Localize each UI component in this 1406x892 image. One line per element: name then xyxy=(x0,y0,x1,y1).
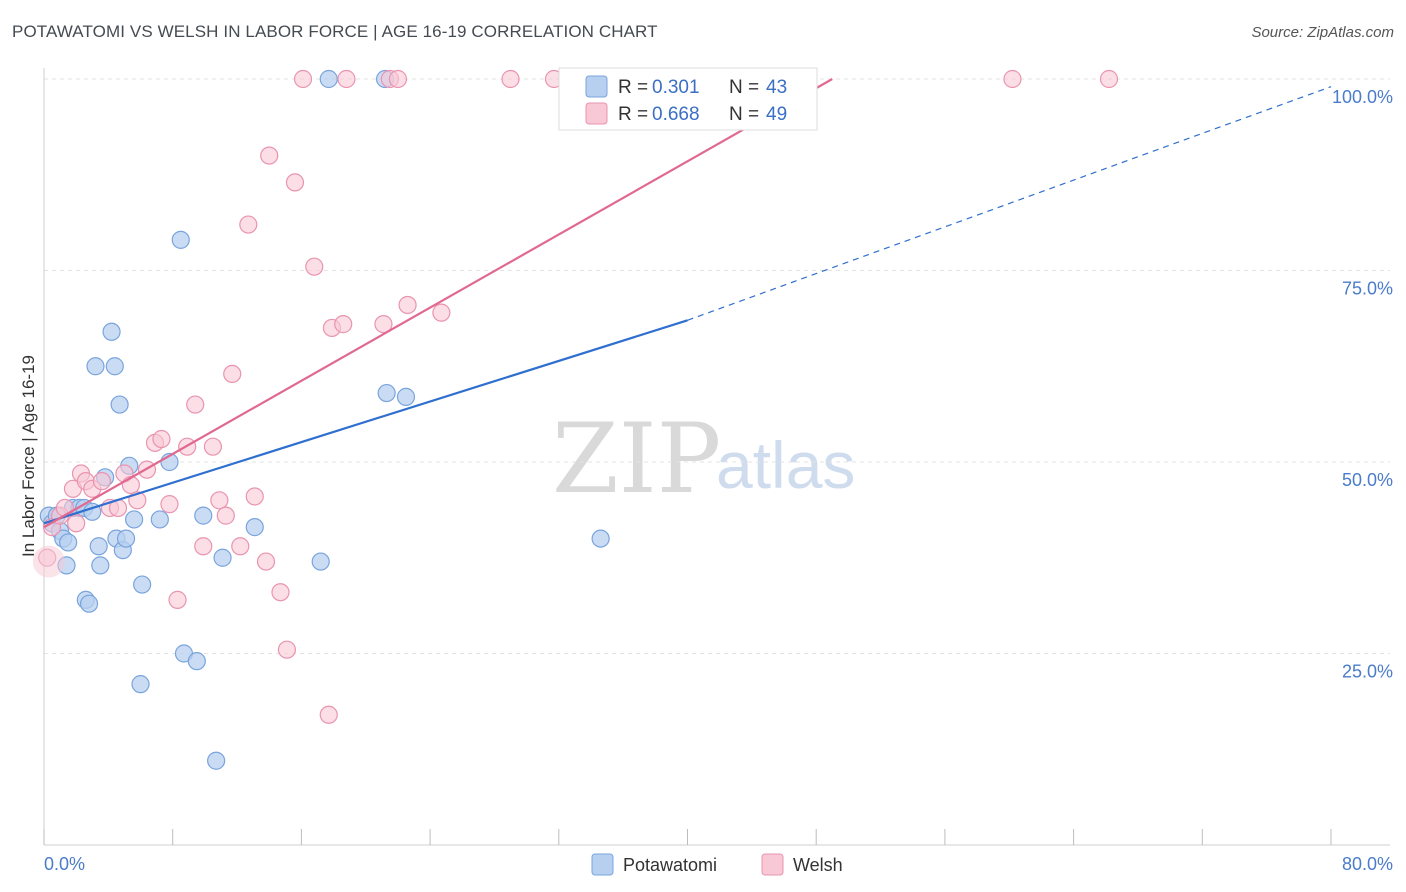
legend-r-label-potawatomi: R = xyxy=(618,77,648,98)
welsh-point xyxy=(210,491,229,510)
welsh-point xyxy=(337,69,356,89)
welsh-point xyxy=(203,437,223,456)
welsh-point xyxy=(501,69,520,89)
potawatomi-point xyxy=(171,230,190,249)
legend-r-value-potawatomi: 0.301 xyxy=(652,77,700,98)
welsh-point xyxy=(334,315,353,334)
y-tick-label: 50.0% xyxy=(1342,470,1393,490)
bottom-legend-swatch-potawatomi xyxy=(591,853,614,876)
welsh-point-cluster xyxy=(32,545,65,578)
potawatomi-point xyxy=(591,529,610,548)
welsh-point xyxy=(260,146,279,165)
legend-n-value-welsh: 49 xyxy=(766,104,787,125)
welsh-point xyxy=(223,364,242,384)
bottom-legend-swatch-welsh xyxy=(761,853,784,876)
potawatomi-point xyxy=(102,322,121,341)
legend-swatch-welsh xyxy=(585,102,608,125)
legend-r-value-welsh: 0.668 xyxy=(652,104,700,125)
welsh-point xyxy=(1099,69,1119,89)
welsh-point xyxy=(256,552,276,571)
potawatomi-point xyxy=(194,506,213,525)
welsh-point xyxy=(216,506,235,525)
legend-r-label-welsh: R = xyxy=(618,104,648,125)
grid xyxy=(44,78,1390,654)
potawatomi-point xyxy=(116,529,136,548)
welsh-point xyxy=(67,514,86,533)
trendline-welsh xyxy=(43,78,833,529)
welsh-point xyxy=(1003,69,1022,89)
watermark-atlas: atlas xyxy=(716,428,855,502)
legend-n-label-welsh: N = xyxy=(729,104,759,125)
trendline-potawatomi-extension xyxy=(687,86,1332,321)
potawatomi-point xyxy=(150,510,169,529)
welsh-point xyxy=(398,295,417,315)
source-credit: Source: ZipAtlas.com xyxy=(1251,24,1394,41)
axes xyxy=(43,68,1390,846)
stats-legend: R = 0.301 N = 43 R = 0.668 N = 49 xyxy=(558,67,818,131)
potawatomi-point xyxy=(319,69,338,89)
watermark: ZIP atlas xyxy=(552,403,855,515)
potawatomi-point xyxy=(133,575,152,594)
potawatomi-point xyxy=(187,652,206,671)
trendlines xyxy=(43,78,1332,529)
y-axis-title: In Labor Force | Age 16-19 xyxy=(19,355,38,557)
potawatomi-point xyxy=(396,387,416,406)
x-tick-label-max: 80.0% xyxy=(1342,854,1393,874)
welsh-point xyxy=(231,537,250,556)
welsh-point xyxy=(186,395,205,414)
watermark-zip: ZIP xyxy=(552,403,721,515)
welsh-point xyxy=(374,315,393,334)
welsh-point xyxy=(152,429,171,449)
welsh-point xyxy=(432,303,451,322)
y-tick-label: 75.0% xyxy=(1342,279,1393,299)
potawatomi-point xyxy=(377,383,396,403)
y-tick-label: 100.0% xyxy=(1332,87,1393,107)
potawatomi-point xyxy=(86,357,105,376)
potawatomi-point xyxy=(245,518,264,537)
series-legend: Potawatomi Welsh xyxy=(591,853,843,876)
y-tick-labels: 25.0% 50.0% 75.0% 100.0% xyxy=(1332,87,1393,682)
potawatomi-point xyxy=(79,594,99,613)
welsh-point xyxy=(305,257,324,276)
welsh-point xyxy=(239,215,258,234)
potawatomi-point xyxy=(311,552,330,571)
potawatomi-point xyxy=(213,548,232,567)
legend-n-value-potawatomi: 43 xyxy=(766,77,787,98)
welsh-point xyxy=(121,475,140,495)
welsh-point xyxy=(293,69,313,89)
welsh-point xyxy=(194,537,213,556)
welsh-point xyxy=(285,173,305,192)
welsh-point xyxy=(271,583,290,602)
potawatomi-point xyxy=(59,533,78,552)
bottom-legend-label-welsh: Welsh xyxy=(793,855,843,875)
potawatomi-point xyxy=(124,510,144,529)
potawatomi-point xyxy=(91,556,110,575)
bottom-legend-label-potawatomi: Potawatomi xyxy=(623,855,717,875)
potawatomi-point xyxy=(207,751,226,770)
welsh-point xyxy=(277,640,297,659)
potawatomi-point xyxy=(110,395,129,414)
series-potawatomi-points xyxy=(39,69,610,770)
welsh-point xyxy=(160,495,179,514)
welsh-point xyxy=(245,487,264,506)
legend-n-label-potawatomi: N = xyxy=(729,77,759,98)
legend-swatch-potawatomi xyxy=(585,75,608,98)
x-tick-label-min: 0.0% xyxy=(44,854,85,874)
welsh-point xyxy=(388,69,408,89)
welsh-point xyxy=(168,590,187,609)
chart-title: POTAWATOMI VS WELSH IN LABOR FORCE | AGE… xyxy=(12,22,658,41)
potawatomi-point xyxy=(105,357,124,376)
x-ticks xyxy=(43,829,1332,845)
series-welsh-points xyxy=(32,69,1119,724)
potawatomi-point xyxy=(131,675,150,694)
welsh-point xyxy=(92,472,112,491)
potawatomi-point xyxy=(89,537,108,556)
welsh-point xyxy=(319,705,338,724)
trendline-potawatomi xyxy=(43,319,688,525)
y-tick-label: 25.0% xyxy=(1342,662,1393,682)
